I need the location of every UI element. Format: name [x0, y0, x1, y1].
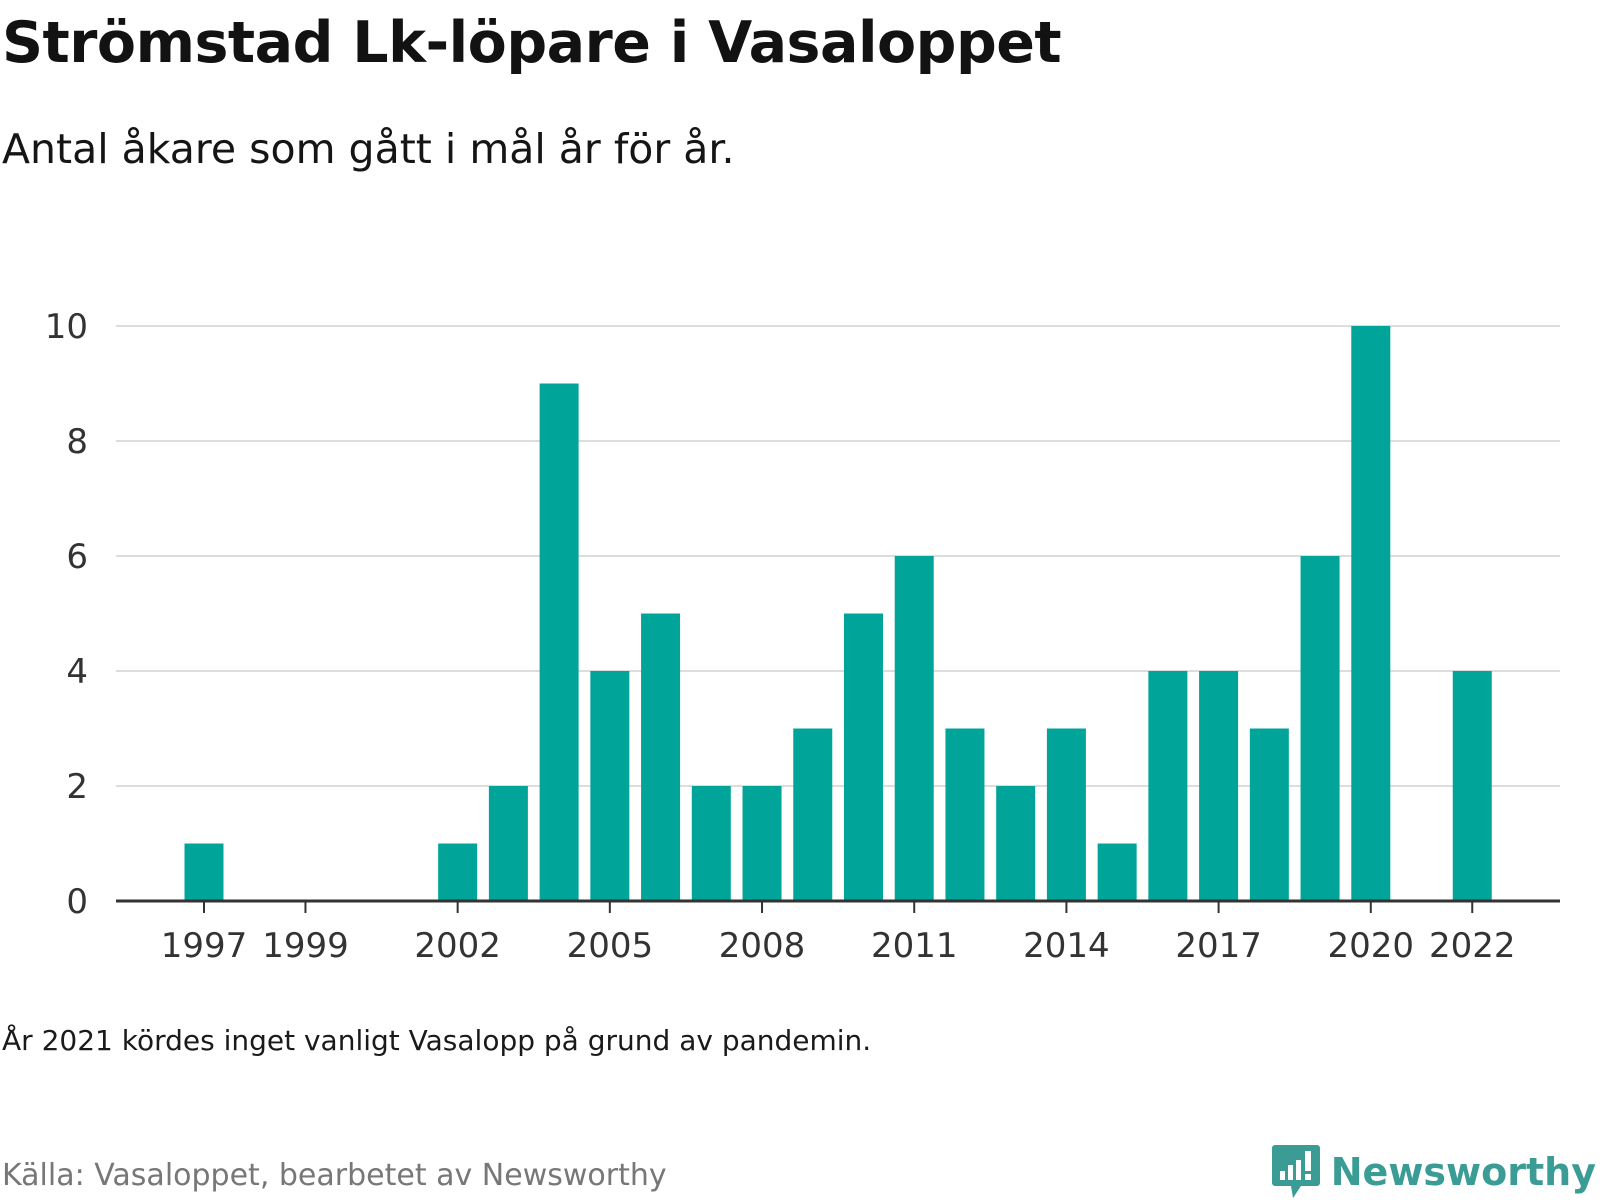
bar-2022 — [1452, 671, 1492, 901]
y-tick-label-6: 6 — [66, 537, 88, 577]
x-tick-label-2002: 2002 — [414, 926, 501, 966]
bar-2002 — [438, 843, 478, 901]
x-tick-label-2017: 2017 — [1175, 926, 1262, 966]
bar-2012 — [945, 728, 985, 901]
x-tick-label-1999: 1999 — [262, 926, 349, 966]
bar-2018 — [1249, 728, 1289, 901]
bar-2010 — [843, 613, 883, 901]
newsworthy-logo: Newsworthy — [1271, 1143, 1596, 1201]
bar-2016 — [1148, 671, 1188, 901]
bar-2011 — [894, 556, 934, 901]
chart-title: Strömstad Lk-löpare i Vasaloppet — [2, 10, 1062, 76]
y-tick-label-10: 10 — [45, 307, 88, 347]
gridlines — [116, 325, 1560, 787]
y-tick-label-4: 4 — [66, 652, 88, 692]
x-tick-label-1997: 1997 — [161, 926, 248, 966]
x-axis-labels: 1997 1999 2002 2005 2008 2011 2014 2017 2020 2022 — [161, 926, 1516, 966]
x-tick-label-2022: 2022 — [1429, 926, 1516, 966]
bar-2006 — [641, 613, 681, 901]
bar-2015 — [1097, 843, 1137, 901]
x-tick-label-2008: 2008 — [719, 926, 806, 966]
x-tick-label-2011: 2011 — [871, 926, 958, 966]
bar-2019 — [1300, 556, 1340, 901]
source-text: Källa: Vasaloppet, bearbetet av Newswort… — [2, 1158, 667, 1193]
y-axis-labels: 0 2 4 6 8 10 — [45, 307, 88, 922]
bar-2003 — [488, 786, 528, 901]
bar-chart-exclamation-icon — [1271, 1145, 1320, 1198]
bar-2020 — [1351, 326, 1391, 901]
y-tick-label-2: 2 — [66, 767, 88, 807]
x-axis — [116, 899, 1560, 913]
bar-2008 — [742, 786, 782, 901]
bar-2014 — [1046, 728, 1086, 901]
y-tick-label-0: 0 — [66, 882, 88, 922]
x-tick-label-2020: 2020 — [1328, 926, 1415, 966]
bar-2013 — [996, 786, 1036, 901]
x-tick-label-2005: 2005 — [567, 926, 654, 966]
logo-text: Newsworthy — [1330, 1150, 1596, 1194]
bar-2004 — [539, 383, 579, 901]
bar-2005 — [590, 671, 630, 901]
y-tick-label-8: 8 — [66, 422, 88, 462]
bar-1997 — [184, 843, 224, 901]
bars — [184, 326, 1492, 901]
x-tick-label-2014: 2014 — [1023, 926, 1110, 966]
bar-2009 — [793, 728, 833, 901]
bar-2017 — [1199, 671, 1239, 901]
chart-subtitle: Antal åkare som gått i mål år för år. — [2, 125, 735, 173]
bar-chart: 0 2 4 6 8 10 1997 1999 2002 2005 2008 2011 2014 2017… — [45, 307, 1560, 966]
footnote: År 2021 kördes inget vanligt Vasalopp på… — [2, 1024, 872, 1057]
bar-2007 — [691, 786, 731, 901]
